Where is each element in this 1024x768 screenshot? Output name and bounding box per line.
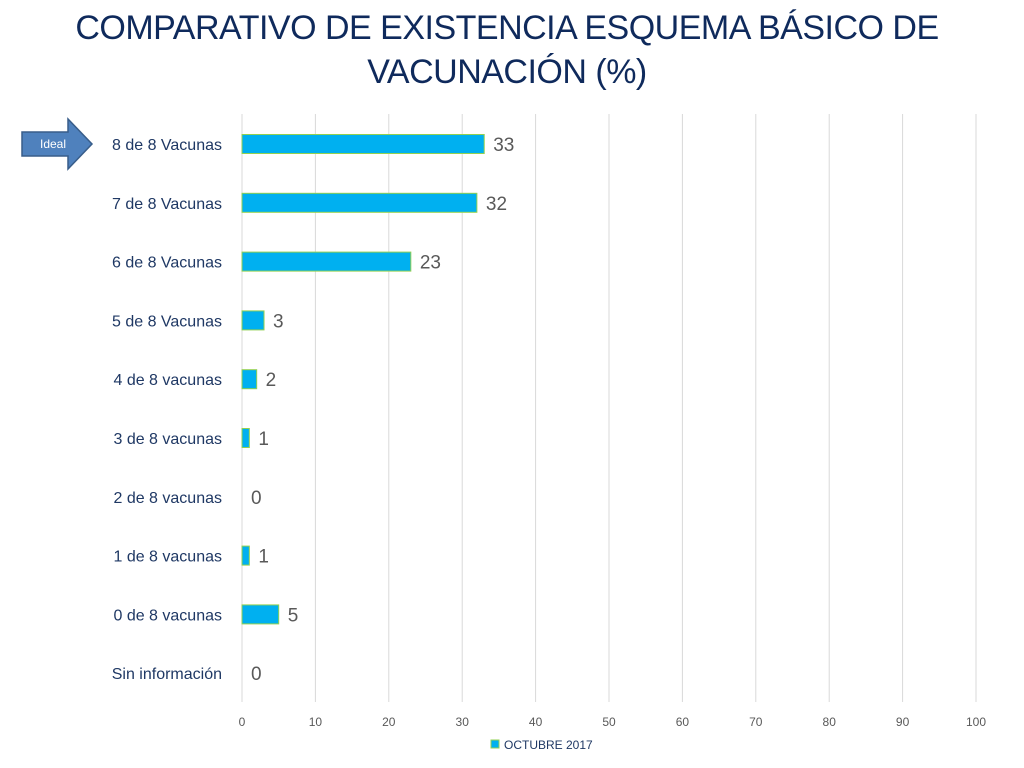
- x-tick-label-0: 0: [239, 715, 246, 729]
- bar-4: [241, 369, 258, 390]
- value-label-8: 5: [288, 605, 299, 626]
- value-label-7: 1: [258, 547, 269, 568]
- ideal-label: Ideal: [40, 137, 66, 151]
- category-label-3: 5 de 8 Vacunas: [112, 313, 222, 330]
- category-label-9: Sin información: [112, 666, 222, 683]
- ideal-arrow-icon: [21, 117, 94, 171]
- bar-0: [241, 134, 485, 154]
- category-label-6: 2 de 8 vacunas: [113, 490, 222, 507]
- value-label-5: 1: [258, 429, 269, 450]
- gridlines: [241, 114, 977, 702]
- x-tick-label-80: 80: [823, 715, 837, 729]
- value-label-0: 33: [493, 135, 514, 156]
- x-axis-tick-labels: 0 10 20 30 40 50 60 70 80 90 100: [239, 715, 987, 729]
- value-label-2: 23: [420, 253, 441, 274]
- bar-8: [241, 604, 280, 625]
- value-label-1: 32: [486, 194, 507, 215]
- category-label-1: 7 de 8 Vacunas: [112, 196, 222, 213]
- legend: OCTUBRE 2017: [490, 738, 593, 752]
- chart-title-line-2: VACUNACIÓN (%): [367, 53, 647, 91]
- category-label-5: 3 de 8 vacunas: [113, 431, 222, 448]
- category-label-4: 4 de 8 vacunas: [113, 372, 222, 389]
- category-label-7: 1 de 8 vacunas: [113, 549, 222, 566]
- category-label-8: 0 de 8 vacunas: [113, 607, 222, 624]
- bar-5: [241, 428, 250, 448]
- category-label-0: 8 de 8 Vacunas: [112, 137, 222, 154]
- bar-1: [241, 192, 478, 213]
- value-label-3: 3: [273, 311, 284, 332]
- value-label-4: 2: [266, 370, 277, 391]
- chart-title-line-1: COMPARATIVO DE EXISTENCIA ESQUEMA BÁSICO…: [75, 9, 939, 47]
- x-tick-label-90: 90: [896, 715, 910, 729]
- bar-2: [241, 251, 412, 272]
- value-label-6: 0: [251, 488, 262, 509]
- legend-label: OCTUBRE 2017: [504, 738, 593, 752]
- x-tick-label-50: 50: [602, 715, 616, 729]
- x-tick-label-10: 10: [309, 715, 323, 729]
- x-tick-label-100: 100: [966, 715, 986, 729]
- ideal-annotation: Ideal: [21, 117, 94, 171]
- category-labels: 8 de 8 Vacunas 7 de 8 Vacunas 6 de 8 Vacun…: [112, 137, 222, 683]
- x-tick-label-30: 30: [456, 715, 470, 729]
- bar-7: [241, 545, 250, 566]
- category-label-2: 6 de 8 Vacunas: [112, 255, 222, 272]
- bar-3: [241, 310, 265, 331]
- x-tick-label-70: 70: [749, 715, 763, 729]
- x-tick-label-20: 20: [382, 715, 396, 729]
- x-tick-label-60: 60: [676, 715, 690, 729]
- legend-swatch: [490, 739, 500, 749]
- bars: [241, 134, 485, 625]
- chart-title: COMPARATIVO DE EXISTENCIA ESQUEMA BÁSICO…: [0, 6, 1014, 94]
- value-label-9: 0: [251, 664, 262, 685]
- x-tick-label-40: 40: [529, 715, 543, 729]
